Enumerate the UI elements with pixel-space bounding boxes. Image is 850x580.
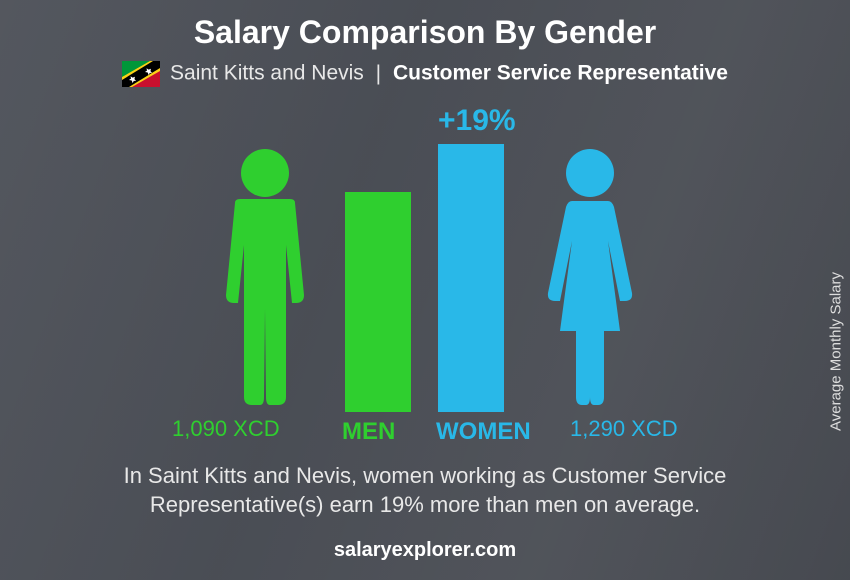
- y-axis-label: Average Monthly Salary: [828, 272, 845, 431]
- women-bar: [438, 144, 504, 412]
- women-value: 1,290 XCD: [570, 416, 678, 442]
- women-label: WOMEN: [436, 418, 531, 446]
- flag-svg: [122, 61, 160, 87]
- chart-area: Average Monthly Salary +19% 1,090 XCD 1,…: [0, 92, 850, 452]
- flag-icon: [122, 61, 160, 87]
- description-text: In Saint Kitts and Nevis, women working …: [60, 461, 790, 520]
- subtitle-job: Customer Service Representative: [393, 62, 728, 85]
- page-title: Salary Comparison By Gender: [0, 0, 850, 51]
- men-label: MEN: [342, 418, 395, 446]
- percent-diff: +19%: [438, 104, 504, 138]
- footer-attribution: salaryexplorer.com: [0, 539, 850, 562]
- men-value: 1,090 XCD: [172, 416, 280, 442]
- subtitle-separator: |: [376, 62, 381, 85]
- women-figure-icon: [530, 145, 650, 412]
- subtitle: Saint Kitts and Nevis | Customer Service…: [0, 51, 850, 87]
- men-figure-icon: [200, 145, 330, 412]
- men-bar: [345, 192, 411, 412]
- subtitle-country: Saint Kitts and Nevis: [170, 62, 364, 85]
